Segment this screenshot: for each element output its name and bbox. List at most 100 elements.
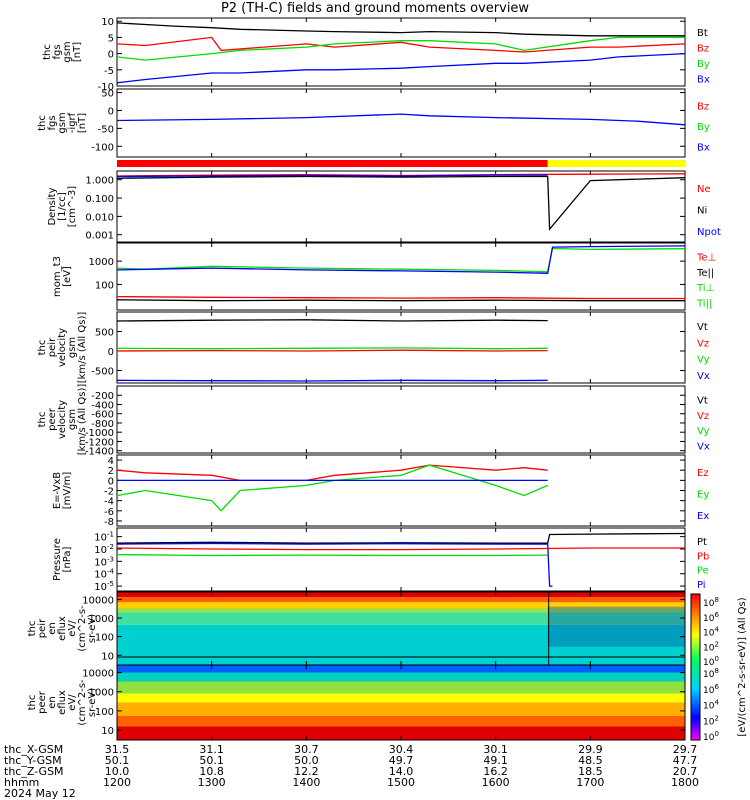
panel-pressure-series-line: [116, 532, 686, 544]
footer-value: 48.5: [578, 754, 603, 767]
panel-peir-velocity-ylabel: thc peir velocity gsm [km/s (All Qs)]: [37, 312, 88, 384]
panel-peir-en-eflux-ytick-label: 100: [95, 633, 114, 644]
panel-peer-velocity-ytick-label: -1200: [85, 437, 114, 448]
colorbar-tick-label: 102: [703, 714, 719, 727]
footer-value: 49.7: [388, 754, 414, 767]
panel-efield-ytick-label: 2: [108, 466, 114, 477]
panel-peir-en-eflux-sparse-region: [547, 606, 685, 647]
panel-peer-en-eflux-spectrogram: [117, 665, 685, 740]
panel-efield-ytick-label: -4: [104, 497, 114, 508]
panel-peir-en-eflux-spectrogram: [117, 592, 685, 665]
panel-fgs-dif-ylabel-line: fgs: [47, 115, 58, 130]
panel-fgs-dif-ytick-label: 0: [108, 106, 114, 117]
footer-value: 12.2: [294, 765, 319, 778]
panel-fgs-ylabel-line: [nT]: [72, 42, 83, 62]
panel-fgs-ytick-label: 0: [108, 50, 114, 61]
panel-temperature-ytick-label: 100: [95, 280, 114, 291]
footer-value: 1400: [292, 776, 321, 789]
footer-value: 20.7: [672, 765, 698, 778]
panel-peir-en-eflux-ylabel-line: en: [47, 622, 58, 635]
panel-pressure-ylabel: Pressure [nPa]: [52, 538, 73, 581]
footer-value: 30.1: [483, 743, 508, 756]
mode-bar-yellow: [547, 160, 685, 167]
panel-peer-en-eflux-band: [117, 716, 685, 727]
panel-efield-series-line: [116, 464, 548, 512]
panel-peer-en-eflux-band: [117, 681, 685, 694]
footer-value: 14.0: [388, 765, 414, 778]
panel-pressure-legend-1: Pb: [697, 551, 709, 562]
panel-peir-en-eflux-ylabel-line: eV/: [67, 620, 78, 637]
panel-peer-en-eflux-ylabel-line: thc: [27, 695, 38, 711]
panel-peer-en-eflux-ylabel-line: en: [47, 696, 58, 709]
panel-peir-velocity-ytick-label: -500: [91, 367, 114, 378]
panel-peer-velocity-ytick-label: -1400: [85, 447, 114, 458]
panel-fgs-frame: [116, 17, 686, 87]
panel-peer-velocity-frame: [116, 385, 686, 454]
panel-peir-velocity-legend-2: Vy: [697, 355, 710, 366]
panel-fgs-ylabel-line: fgs: [52, 44, 63, 59]
footer-value: 50.1: [104, 754, 130, 767]
panel-peer-en-eflux-ylabel-line: peer: [37, 690, 48, 714]
panel-efield-ytick-label: -8: [104, 517, 114, 528]
panel-peir-velocity-ylabel-line: peir: [47, 337, 58, 357]
colorbar-tick-label: 106: [703, 683, 719, 696]
footer-value: 16.2: [483, 765, 508, 778]
panel-peir-en-eflux-ytick-label: 10: [101, 651, 114, 662]
panel-peer-en-eflux-band: [117, 702, 685, 716]
panel-pressure-ylabel-line: [nPa]: [62, 546, 73, 572]
panel-peer-en-eflux-ytick-label: 10000: [82, 669, 114, 680]
footer-value: 30.7: [294, 743, 319, 756]
panel-fgs-dif-ylabel-line: thc: [37, 115, 48, 131]
panel-temperature-legend-2: Ti⊥: [696, 283, 714, 294]
panel-peir-en-eflux-ylabel-line: peir: [37, 618, 48, 638]
mode-bar-red: [117, 160, 548, 167]
footer-value: 1600: [481, 776, 510, 789]
panel-density-ytick-label: 0.010: [85, 212, 114, 223]
panel-peir-en-eflux-band: [117, 597, 685, 603]
panel-peir-velocity-ytick-label: 0: [108, 347, 114, 358]
panel-density-series-line: [116, 174, 548, 178]
colorbar-tick-label: 100: [703, 655, 719, 668]
panel-pressure-series-line: [116, 553, 548, 557]
panel-peer-velocity-ytick-label: -600: [91, 410, 114, 421]
panel-peer-velocity-ylabel-line: [km/s (All Qs)]: [77, 384, 88, 456]
panel-pressure-ytick-label: 10-2: [94, 543, 114, 556]
footer-value: 1300: [197, 776, 226, 789]
panel-temperature-legend-3: Ti||: [696, 298, 712, 309]
panel-peir-velocity-ylabel-line: gsm: [67, 337, 78, 358]
footer-value: 1200: [103, 776, 131, 789]
panel-fgs-ylabel: thc fgs gsm [nT]: [42, 41, 83, 62]
panel-peir-en-eflux-ylabel-line: thc: [27, 621, 38, 637]
colorbar-tick-label: 100: [703, 730, 719, 743]
panel-fgs-ytick-label: -5: [104, 66, 114, 77]
panel-density-ylabel-line: [cm^-3]: [67, 186, 78, 227]
panel-fgs-dif-ylabel-line: [nT]: [77, 113, 88, 133]
panel-fgs-series-line: [116, 22, 685, 37]
panel-density-legend-2: Npot: [697, 227, 721, 238]
panel-efield-ytick-label: -6: [104, 507, 114, 518]
panel-temperature-series-line: [116, 299, 685, 302]
panel-fgs-dif-legend-1: By: [697, 122, 710, 133]
panel-peir-velocity-series-line: [116, 347, 548, 350]
panel-temperature-ylabel-line: mom_t3: [52, 256, 63, 297]
panel-fgs-dif-ylabel-line: -igrf: [67, 112, 78, 133]
panel-peir-velocity-series-line: [116, 379, 548, 382]
panel-peer-en-eflux-ytick-label: 100: [95, 707, 114, 718]
panel-peir-en-eflux-ylabel: thc peir en eflux eV/(cm^2-s-sr-eV): [27, 605, 98, 652]
panel-peir-en-eflux-band: [117, 608, 685, 613]
panel-pressure-ylabel-line: Pressure: [52, 538, 63, 581]
panel-fgs-dif-ytick-label: -100: [91, 142, 114, 153]
panel-fgs-legend-3: Bx: [697, 74, 710, 85]
footer-label: thc_Z-GSM: [4, 765, 64, 778]
panel-fgs-ytick-label: 10: [101, 17, 114, 28]
panel-efield-ytick-label: 0: [108, 476, 114, 487]
panel-temperature-series-line: [116, 247, 686, 273]
panel-peer-velocity-ytick-label: -1000: [85, 428, 114, 439]
panel-peer-velocity-ytick-label: -400: [91, 400, 114, 411]
panel-peer-en-eflux-ylabel-line: (cm^2-s-: [77, 679, 88, 726]
footer-value: 31.5: [104, 743, 130, 756]
footer-value: 50.0: [294, 754, 319, 767]
panel-pressure-series-line: [116, 547, 685, 551]
panel-temperature-series-line: [116, 245, 686, 274]
